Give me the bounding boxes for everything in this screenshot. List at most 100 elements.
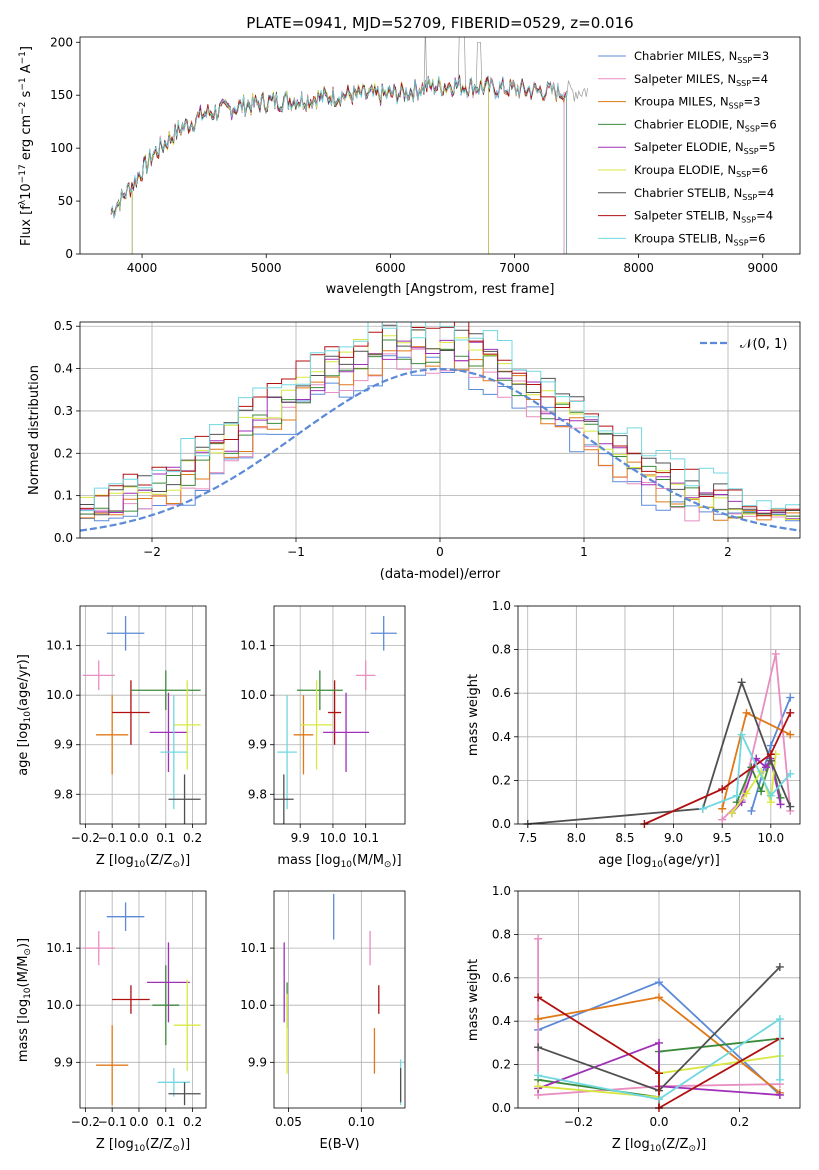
- weight-marker: [534, 993, 543, 1002]
- x-tick-label: 8.5: [615, 831, 634, 845]
- histogram-steps: [80, 322, 800, 517]
- weight-marker: [786, 802, 795, 811]
- y-tick-label: 0.0: [54, 531, 73, 545]
- y-tick-label: 10.0: [46, 998, 73, 1012]
- weight-marker: [534, 1015, 543, 1024]
- normal-curve: [80, 367, 800, 532]
- grid-lines: [274, 606, 405, 824]
- y-tick-label: 0.3: [54, 404, 73, 418]
- y-axis-label: age [log10(age/yr)]: [16, 654, 33, 776]
- legend-entry: Kroupa MILES, NSSP=3: [634, 95, 760, 111]
- y-tick-label: 0.5: [54, 319, 73, 333]
- y-tick-label: 10.1: [240, 639, 267, 653]
- histogram-steps: [80, 339, 800, 518]
- x-tick-label: 8000: [623, 261, 654, 275]
- weight-marker: [534, 1071, 543, 1080]
- weight-marker: [766, 791, 775, 800]
- histograms: [80, 322, 800, 532]
- x-tick-label: 10.0: [757, 831, 784, 845]
- x-tick-label: 0.0: [129, 1115, 148, 1129]
- mass-vs-Z-axes: −0.2−0.1 0.0 0.1 0.2 9.9 10.0 10.1 Z [log10(Z/Z…: [16, 890, 207, 1154]
- x-tick-label: 1: [580, 545, 588, 559]
- legend: Chabrier MILES, NSSP=3 Salpeter MILES, NS…: [598, 49, 777, 247]
- weight-marker: [534, 934, 543, 943]
- legend-entry: Chabrier MILES, NSSP=3: [634, 49, 769, 65]
- error-bars: [82, 902, 201, 1106]
- x-tick-label: 0.10: [348, 1115, 375, 1129]
- axes-frame: [273, 605, 406, 825]
- x-tick-label: 8.0: [567, 831, 586, 845]
- y-tick-label: 0.1: [54, 489, 73, 503]
- weight-marker: [534, 1082, 543, 1091]
- spectrum-axes: 4000 5000 6000 7000 8000 9000 0 50 100 150 200 wave…: [18, 35, 801, 297]
- y-tick-label: 10.1: [46, 941, 73, 955]
- y-tick-label: 1.0: [492, 599, 511, 613]
- y-tick-label: 0.0: [492, 817, 511, 831]
- weight-marker: [747, 806, 756, 815]
- axes-frame: [79, 605, 207, 825]
- y-tick-label: 0.0: [492, 1101, 511, 1115]
- x-axis-label: mass [log10(M/M⊙)]: [277, 853, 401, 870]
- x-tick-label: 4000: [127, 261, 158, 275]
- x-tick-label: −2: [143, 545, 161, 559]
- x-tick-label: 2: [724, 545, 732, 559]
- y-tick-label: 50: [58, 194, 73, 208]
- weight-marker: [655, 1038, 663, 1047]
- legend-entry: Kroupa STELIB, NSSP=6: [634, 231, 765, 247]
- weight-marker: [732, 791, 741, 800]
- y-tick-label: 9.9: [54, 738, 73, 752]
- legend-entry: Salpeter MILES, NSSP=4: [634, 72, 768, 88]
- y-tick-label: 0.2: [492, 773, 511, 787]
- axes-frame: [517, 890, 801, 1109]
- weight-lines: [523, 649, 795, 828]
- chart-title: PLATE=0941, MJD=52709, FIBERID=0529, z=0…: [246, 14, 633, 32]
- y-tick-label: 0.8: [492, 643, 511, 657]
- x-tick-label: 9.5: [713, 831, 732, 845]
- axes-frame: [79, 890, 207, 1109]
- y-tick-label: 10.0: [240, 998, 267, 1012]
- y-axis-label: Normed distribution: [27, 365, 42, 495]
- x-tick-label: 6000: [375, 261, 406, 275]
- y-tick-label: 9.8: [248, 787, 267, 801]
- weight-marker: [786, 693, 795, 702]
- x-tick-label: 0.05: [275, 1115, 302, 1129]
- y-tick-label: 150: [50, 88, 73, 102]
- x-tick-label: 10.0: [320, 831, 347, 845]
- y-tick-label: 0.6: [492, 686, 511, 700]
- legend-entry: Chabrier STELIB, NSSP=4: [634, 186, 774, 202]
- x-tick-label: −0.1: [98, 831, 127, 845]
- histogram-steps: [80, 324, 800, 516]
- y-tick-label: 200: [50, 35, 73, 49]
- weight-marker: [775, 962, 784, 971]
- y-tick-label: 0.4: [54, 362, 73, 376]
- weight-marker: [655, 1095, 663, 1104]
- model-spectrum-line: [110, 76, 567, 254]
- weight-marker: [655, 978, 663, 987]
- error-bars: [274, 615, 397, 824]
- weight-series-line: [537, 1041, 780, 1096]
- weight-marker: [757, 787, 766, 796]
- legend-entry: Chabrier ELODIE, NSSP=6: [634, 117, 777, 133]
- weight-marker: [655, 1069, 663, 1078]
- weight-marker: [718, 785, 727, 794]
- weight-marker: [786, 769, 795, 778]
- weight-marker: [766, 750, 775, 759]
- x-axis-label: Z [log10(Z/Z⊙)]: [96, 853, 190, 870]
- spectrum-lines: [110, 37, 589, 254]
- x-tick-label: 5000: [251, 261, 282, 275]
- x-axis-label: Z [log10(Z/Z⊙)]: [96, 1137, 190, 1154]
- age-vs-Z-axes: −0.2−0.1 0.0 0.1 0.2 9.8 9.9 10.0 10.1 Z [log10(…: [16, 605, 207, 870]
- model-spectrum-line: [110, 76, 567, 254]
- x-tick-label: 0.2: [183, 1115, 202, 1129]
- axes-frame: [79, 36, 801, 255]
- observed-spectrum-line: [110, 37, 589, 217]
- x-tick-label: 7.5: [518, 831, 537, 845]
- histogram-steps: [80, 348, 800, 522]
- weight-series-line: [644, 712, 792, 825]
- x-axis-label: E(B-V): [319, 1137, 359, 1152]
- weight-marker: [771, 649, 780, 658]
- residuals-axes: −2 −1 0 1 2 0.0 0.1 0.2 0.3 0.4 0.5 (data-model)/er…: [27, 319, 801, 582]
- x-tick-label: −0.1: [98, 1115, 127, 1129]
- y-tick-label: 0.4: [492, 1014, 511, 1028]
- error-bars: [82, 615, 201, 824]
